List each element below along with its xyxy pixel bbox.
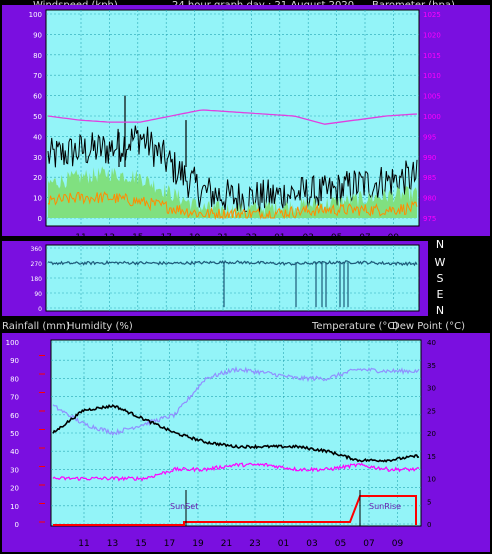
x-tick-bottom: 21 [221,539,232,549]
y-tick-windspeed: 40 [33,133,42,141]
y-tick-direction: 0 [38,306,42,313]
y-tick-windspeed: 10 [33,195,42,203]
series-humidity [52,366,420,437]
y-tick-humidity: 80 [10,375,19,383]
y-tick-humidity: 0 [15,521,19,529]
y-tick-direction: 90 [34,291,42,298]
y-tick-barometer: 995 [423,133,436,141]
y-tick-humidity: 100 [6,339,19,347]
x-tick-bottom: 23 [249,539,260,549]
y-tick-temperature: 25 [427,407,436,415]
x-tick-bottom: 09 [392,539,404,549]
y-tick-windspeed: 100 [29,11,42,19]
y-tick-humidity: 90 [10,357,19,365]
x-tick-top: 19 [189,233,201,243]
x-tick-bottom: 15 [135,539,146,549]
humidity-axis-title: Humidity (%) [67,321,133,332]
x-tick-top: 03 [302,233,313,243]
series-wind-direction [47,259,418,267]
x-tick-bottom: 03 [306,539,317,549]
x-tick-bottom: 13 [107,539,118,549]
dir-label-n-top: N [435,238,445,251]
y-tick-windspeed: 0 [38,215,42,223]
x-tick-top: 07 [359,233,370,243]
series-gust [47,125,418,216]
x-tick-top: 01 [274,233,285,243]
dir-label-s: S [436,272,444,285]
y-tick-barometer: 985 [423,174,436,182]
y-tick-barometer: 990 [423,154,436,162]
x-tick-bottom: 19 [192,539,204,549]
sunset-label: SunSet [170,502,198,511]
series-rainfall [53,495,417,526]
y-tick-temperature: 30 [427,385,436,393]
x-tick-bottom: 17 [164,539,175,549]
series-temperature [52,403,420,463]
y-tick-barometer: 1020 [423,31,441,39]
series-dewpoint [52,462,420,482]
y-tick-barometer: 1010 [423,72,441,80]
dir-label-n-bottom: N [435,304,445,317]
series-windspeed [48,166,417,218]
series-barometer [47,109,418,125]
y-tick-temperature: 10 [427,476,436,484]
y-tick-humidity: 70 [10,394,19,402]
temperature-axis-title: Temperature (°C) [312,321,399,332]
y-tick-direction: 360 [31,246,43,253]
x-tick-top: 13 [104,233,115,243]
y-tick-temperature: 5 [427,498,431,506]
sunrise-label: SunRise [369,502,401,511]
y-tick-barometer: 1025 [423,11,441,19]
x-tick-top: 21 [217,233,228,243]
y-tick-humidity: 10 [10,503,19,511]
y-tick-direction: 180 [31,276,43,283]
y-tick-windspeed: 60 [33,93,42,101]
y-tick-barometer: 1005 [423,93,441,101]
y-tick-windspeed: 70 [33,72,42,80]
y-tick-windspeed: 30 [33,154,42,162]
y-tick-humidity: 30 [10,466,19,474]
x-tick-top: 05 [331,233,342,243]
y-tick-humidity: 60 [10,412,19,420]
y-tick-humidity: 50 [10,430,19,438]
y-tick-windspeed: 90 [33,31,42,39]
y-tick-temperature: 15 [427,453,436,461]
y-tick-direction: 270 [31,261,43,268]
x-tick-bottom: 07 [363,539,374,549]
x-tick-bottom: 01 [278,539,289,549]
x-tick-top: 09 [388,233,400,243]
y-tick-temperature: 0 [427,521,431,529]
y-tick-temperature: 40 [427,339,436,347]
y-tick-barometer: 1000 [423,113,441,121]
x-tick-top: 15 [132,233,143,243]
x-tick-top: 17 [160,233,171,243]
y-tick-windspeed: 80 [33,52,42,60]
y-tick-barometer: 975 [423,215,436,223]
y-tick-windspeed: 50 [33,113,42,121]
dir-label-w: W [434,256,446,269]
y-tick-humidity: 40 [10,448,19,456]
y-tick-windspeed: 20 [33,174,42,182]
x-tick-top: 23 [246,233,257,243]
dir-label-e: E [436,288,444,301]
y-tick-humidity: 20 [10,485,19,493]
x-tick-top: 11 [75,233,86,243]
x-tick-bottom: 05 [335,539,346,549]
y-tick-barometer: 980 [423,195,436,203]
y-tick-temperature: 35 [427,362,436,370]
y-tick-barometer: 1015 [423,52,441,60]
rainfall-axis-title: Rainfall (mm) [2,321,70,332]
series-wind-average [47,191,418,220]
y-tick-temperature: 20 [427,430,436,438]
dewpoint-axis-title: Dew Point (°C) [392,321,466,332]
x-tick-bottom: 11 [78,539,89,549]
